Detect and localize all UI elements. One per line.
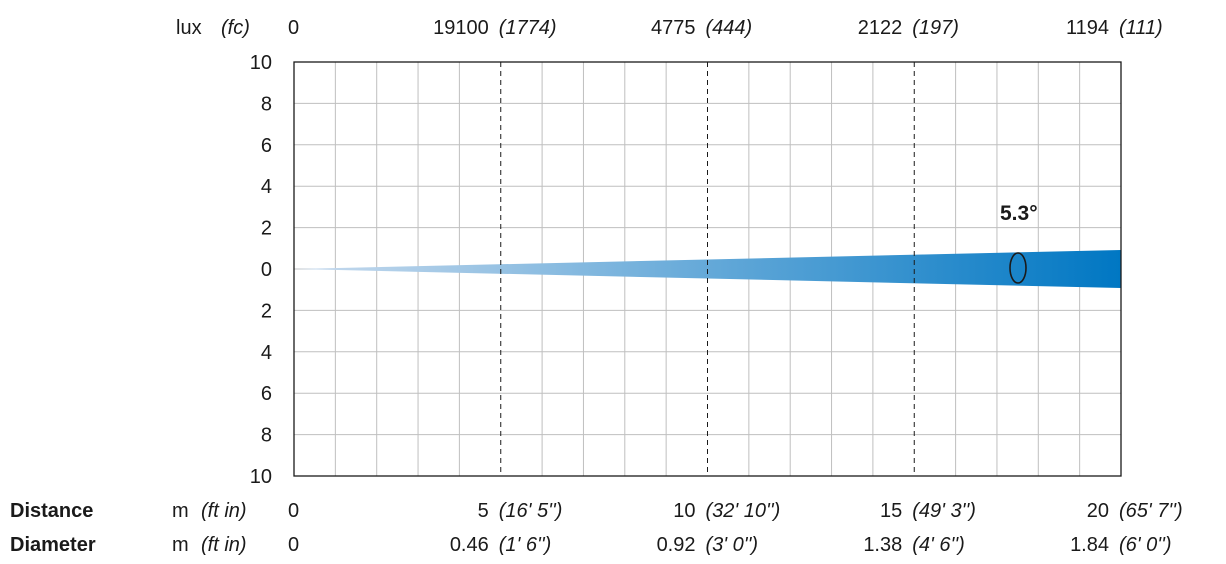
lux-value: 4775 <box>651 17 696 39</box>
distance-value: 0 <box>288 500 299 522</box>
fc-unit-label: (fc) <box>221 17 250 39</box>
distance-label: Distance <box>10 500 93 522</box>
y-tick-label: 6 <box>261 135 272 157</box>
diameter-ft-value: (6' 0'') <box>1119 534 1172 556</box>
lux-value: 0 <box>288 17 299 39</box>
diameter-ft-value: (3' 0'') <box>706 534 759 556</box>
diameter-m-unit: m <box>172 534 189 556</box>
lux-values-row: 0 19100 (1774) 4775 (444) 2122 (197) 1194 (111) <box>288 17 1163 39</box>
diameter-value: 0.46 <box>450 534 489 556</box>
fc-value: (197) <box>912 17 959 39</box>
y-tick-labels: 10 8 6 4 2 0 2 4 6 8 10 <box>250 52 272 488</box>
distance-value: 20 <box>1087 500 1109 522</box>
diameter-ft-value: (4' 6'') <box>912 534 965 556</box>
diameter-value: 0.92 <box>657 534 696 556</box>
y-tick-label: 10 <box>250 466 272 488</box>
beam-angle-ellipse-icon <box>1009 252 1027 284</box>
diameter-value: 1.84 <box>1070 534 1109 556</box>
fc-value: (444) <box>706 17 753 39</box>
y-tick-label: 8 <box>261 93 272 115</box>
y-tick-label: 2 <box>261 300 272 322</box>
fc-value: (1774) <box>499 17 557 39</box>
lux-value: 19100 <box>433 17 489 39</box>
distance-value: 15 <box>880 500 902 522</box>
diameter-value: 1.38 <box>863 534 902 556</box>
distance-ft-value: (16' 5'') <box>499 500 563 522</box>
distance-values-row: 0 5 (16' 5'') 10 (32' 10'') 15 (49' 3'') 20 (65'… <box>288 500 1183 522</box>
diameter-value: 0 <box>288 534 299 556</box>
lux-value: 2122 <box>858 17 903 39</box>
diameter-values-row: 0 0.46 (1' 6'') 0.92 (3' 0'') 1.38 (4' 6'') 1.8… <box>288 534 1172 556</box>
y-tick-label: 0 <box>261 259 272 281</box>
distance-ft-value: (49' 3'') <box>912 500 976 522</box>
diameter-ft-value: (1' 6'') <box>499 534 552 556</box>
y-tick-label: 2 <box>261 218 272 240</box>
distance-ft-value: (32' 10'') <box>706 500 781 522</box>
y-tick-label: 8 <box>261 425 272 447</box>
y-tick-label: 4 <box>261 176 272 198</box>
lux-value: 1194 <box>1066 17 1109 39</box>
distance-value: 5 <box>478 500 489 522</box>
y-tick-label: 6 <box>261 383 272 405</box>
diameter-ft-unit: (ft in) <box>201 534 247 556</box>
diameter-label: Diameter <box>10 534 96 556</box>
distance-value: 10 <box>673 500 695 522</box>
y-tick-label: 10 <box>250 52 272 74</box>
y-tick-label: 4 <box>261 342 272 364</box>
distance-marker-lines <box>500 62 915 476</box>
lux-unit-label: lux <box>176 17 202 39</box>
beam-angle-label: 5.3° <box>1000 202 1038 225</box>
plot-frame <box>293 61 1122 477</box>
fc-value: (111) <box>1119 17 1163 39</box>
distance-ft-value: (65' 7'') <box>1119 500 1183 522</box>
distance-ft-unit: (ft in) <box>201 500 247 522</box>
distance-m-unit: m <box>172 500 189 522</box>
